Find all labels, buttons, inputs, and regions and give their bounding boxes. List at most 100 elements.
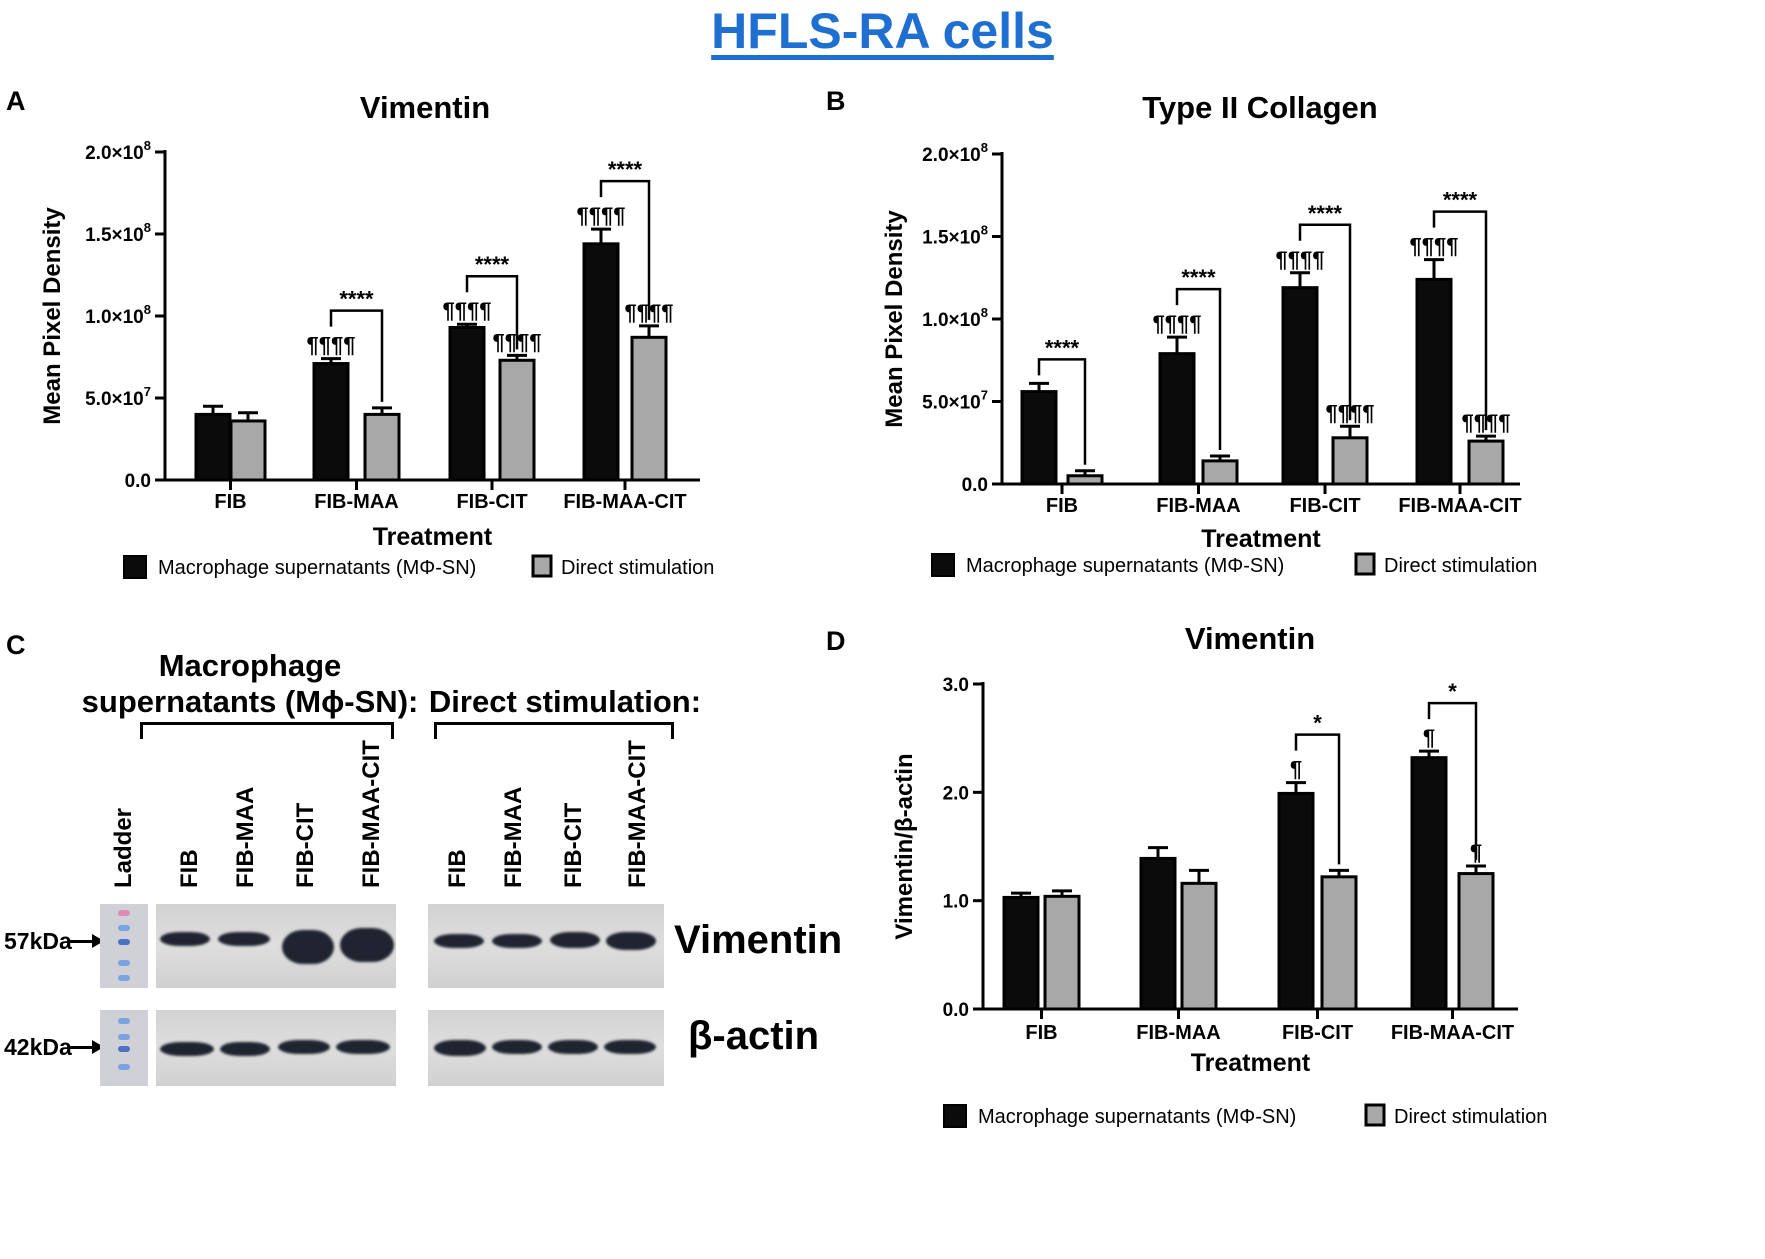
legend-swatch-msn (943, 1104, 967, 1128)
blot-group1-title-line2: supernatants (Mϕ-SN): (81, 684, 419, 719)
comparison-bracket (1427, 701, 1478, 860)
y-tick-label: 1.0 (943, 892, 969, 913)
chart-d-vimentin-ratio: Vimentin Vimentin/β-actin Treatment 0.0 1.0 2… (891, 621, 1547, 1128)
bar (630, 335, 668, 482)
bar (1331, 436, 1369, 486)
bar (194, 412, 232, 482)
panel-label-d: D (826, 626, 846, 656)
y-tick-label: 2.0×108 (922, 140, 988, 166)
x-tick-label: FIB (1046, 495, 1078, 517)
x-tick-label: FIB-CIT (1282, 1022, 1353, 1044)
comparison-bracket (1037, 358, 1087, 465)
bar (1201, 459, 1239, 486)
legend-swatch-direct (531, 554, 553, 578)
x-tick-label: FIB-MAA-CIT (1398, 495, 1521, 517)
x-tick-label: FIB (1025, 1022, 1057, 1044)
bar (229, 419, 267, 482)
x-tick-label: FIB-MAA-CIT (1391, 1022, 1514, 1044)
legend-label-direct: Direct stimulation (1394, 1106, 1547, 1128)
band (492, 1040, 542, 1054)
ladder-band (118, 925, 130, 931)
x-axis-label: Treatment (1201, 525, 1321, 553)
panel-label-a: A (6, 86, 26, 116)
bar (448, 325, 486, 482)
y-tick-label: 1.0×108 (922, 305, 988, 331)
legend-swatch-direct (1354, 552, 1376, 576)
band (340, 928, 394, 962)
blot-group2-bracket (434, 722, 674, 739)
bar (1066, 474, 1104, 486)
ladder-band (118, 975, 130, 981)
lane-label-5: FIB (444, 849, 471, 888)
band (160, 932, 210, 946)
x-tick-label: FIB-CIT (456, 491, 527, 513)
y-tick-label: 1.5×108 (85, 220, 151, 246)
comparison-bracket (465, 274, 519, 350)
chart-title: Vimentin (360, 90, 490, 125)
band (492, 934, 542, 948)
band (550, 932, 600, 948)
band (336, 1040, 390, 1054)
lane-label-ladder: Ladder (110, 807, 137, 888)
y-axis-label: Mean Pixel Density (39, 207, 66, 425)
chart-a-vimentin: Vimentin Mean Pixel Density Treatment 0.0 5.… (39, 90, 714, 579)
bar (1139, 856, 1177, 1011)
blot-group1-title-line1: Macrophage (158, 648, 342, 683)
significance-mark: ¶¶¶¶ (307, 333, 356, 358)
comparison-label: **** (1443, 188, 1478, 213)
blot-group2-title: Direct stimulation: (428, 684, 702, 719)
comparison-label: **** (475, 252, 510, 277)
significance-mark: ¶¶¶¶ (1410, 234, 1459, 259)
x-axis-label: Treatment (1191, 1049, 1311, 1077)
bar (1457, 872, 1495, 1011)
bar (312, 362, 350, 482)
significance-mark: ¶¶¶¶ (1153, 311, 1202, 336)
comparison-bracket (1175, 287, 1222, 450)
bar (1043, 894, 1081, 1011)
bar (1410, 756, 1448, 1011)
y-axis-label: Mean Pixel Density (881, 210, 908, 428)
x-tick-label: FIB-CIT (1289, 495, 1360, 517)
legend-label-msn: Macrophage supernatants (MΦ-SN) (978, 1106, 1296, 1128)
figure-title: HFLS-RA cells (711, 3, 1054, 59)
y-tick-label: 1.0×108 (85, 302, 151, 328)
y-tick-label: 0.0 (125, 471, 151, 492)
ladder-band (118, 1034, 130, 1040)
legend-label-direct: Direct stimulation (561, 557, 714, 579)
panel-label-b: B (826, 86, 846, 116)
ladder-band (118, 1046, 130, 1052)
x-axis-label: Treatment (373, 523, 493, 551)
bar (1020, 390, 1058, 486)
x-tick-label: FIB (214, 491, 246, 513)
y-tick-label: 5.0×107 (922, 388, 988, 414)
band (434, 1040, 486, 1056)
significance-mark: ¶¶¶¶ (577, 203, 626, 228)
band (282, 930, 334, 964)
lane-label-6: FIB-MAA (500, 786, 527, 888)
legend-label-direct: Direct stimulation (1384, 555, 1537, 577)
y-tick-label: 1.5×108 (922, 223, 988, 249)
significance-mark: ¶¶¶¶ (1276, 247, 1325, 272)
ladder-band (118, 910, 130, 916)
band (160, 1042, 214, 1056)
lane-label-8: FIB-MAA-CIT (624, 740, 651, 888)
legend-swatch-msn (123, 555, 147, 579)
bar (1277, 791, 1315, 1011)
comparison-label: **** (339, 287, 374, 312)
ladder-band (118, 939, 130, 945)
band (220, 1042, 270, 1056)
blot-group1-bracket (140, 722, 394, 739)
band (548, 1040, 598, 1054)
blot-protein-actin: β-actin (688, 1014, 820, 1058)
chart-title: Vimentin (1185, 621, 1315, 656)
panel-label-c: C (6, 630, 26, 660)
legend-swatch-msn (931, 553, 955, 577)
bar (1158, 352, 1196, 486)
lane-label-7: FIB-CIT (560, 802, 587, 888)
y-axis-label: Vimentin/β-actin (891, 753, 918, 939)
bar (363, 412, 401, 482)
kda-42: 42kDa (4, 1034, 72, 1060)
blot-group1-title: Macrophage supernatants (Mϕ-SN): (80, 648, 420, 720)
blot-protein-vimentin: Vimentin (674, 918, 843, 962)
lane-label-3: FIB-CIT (292, 802, 319, 888)
